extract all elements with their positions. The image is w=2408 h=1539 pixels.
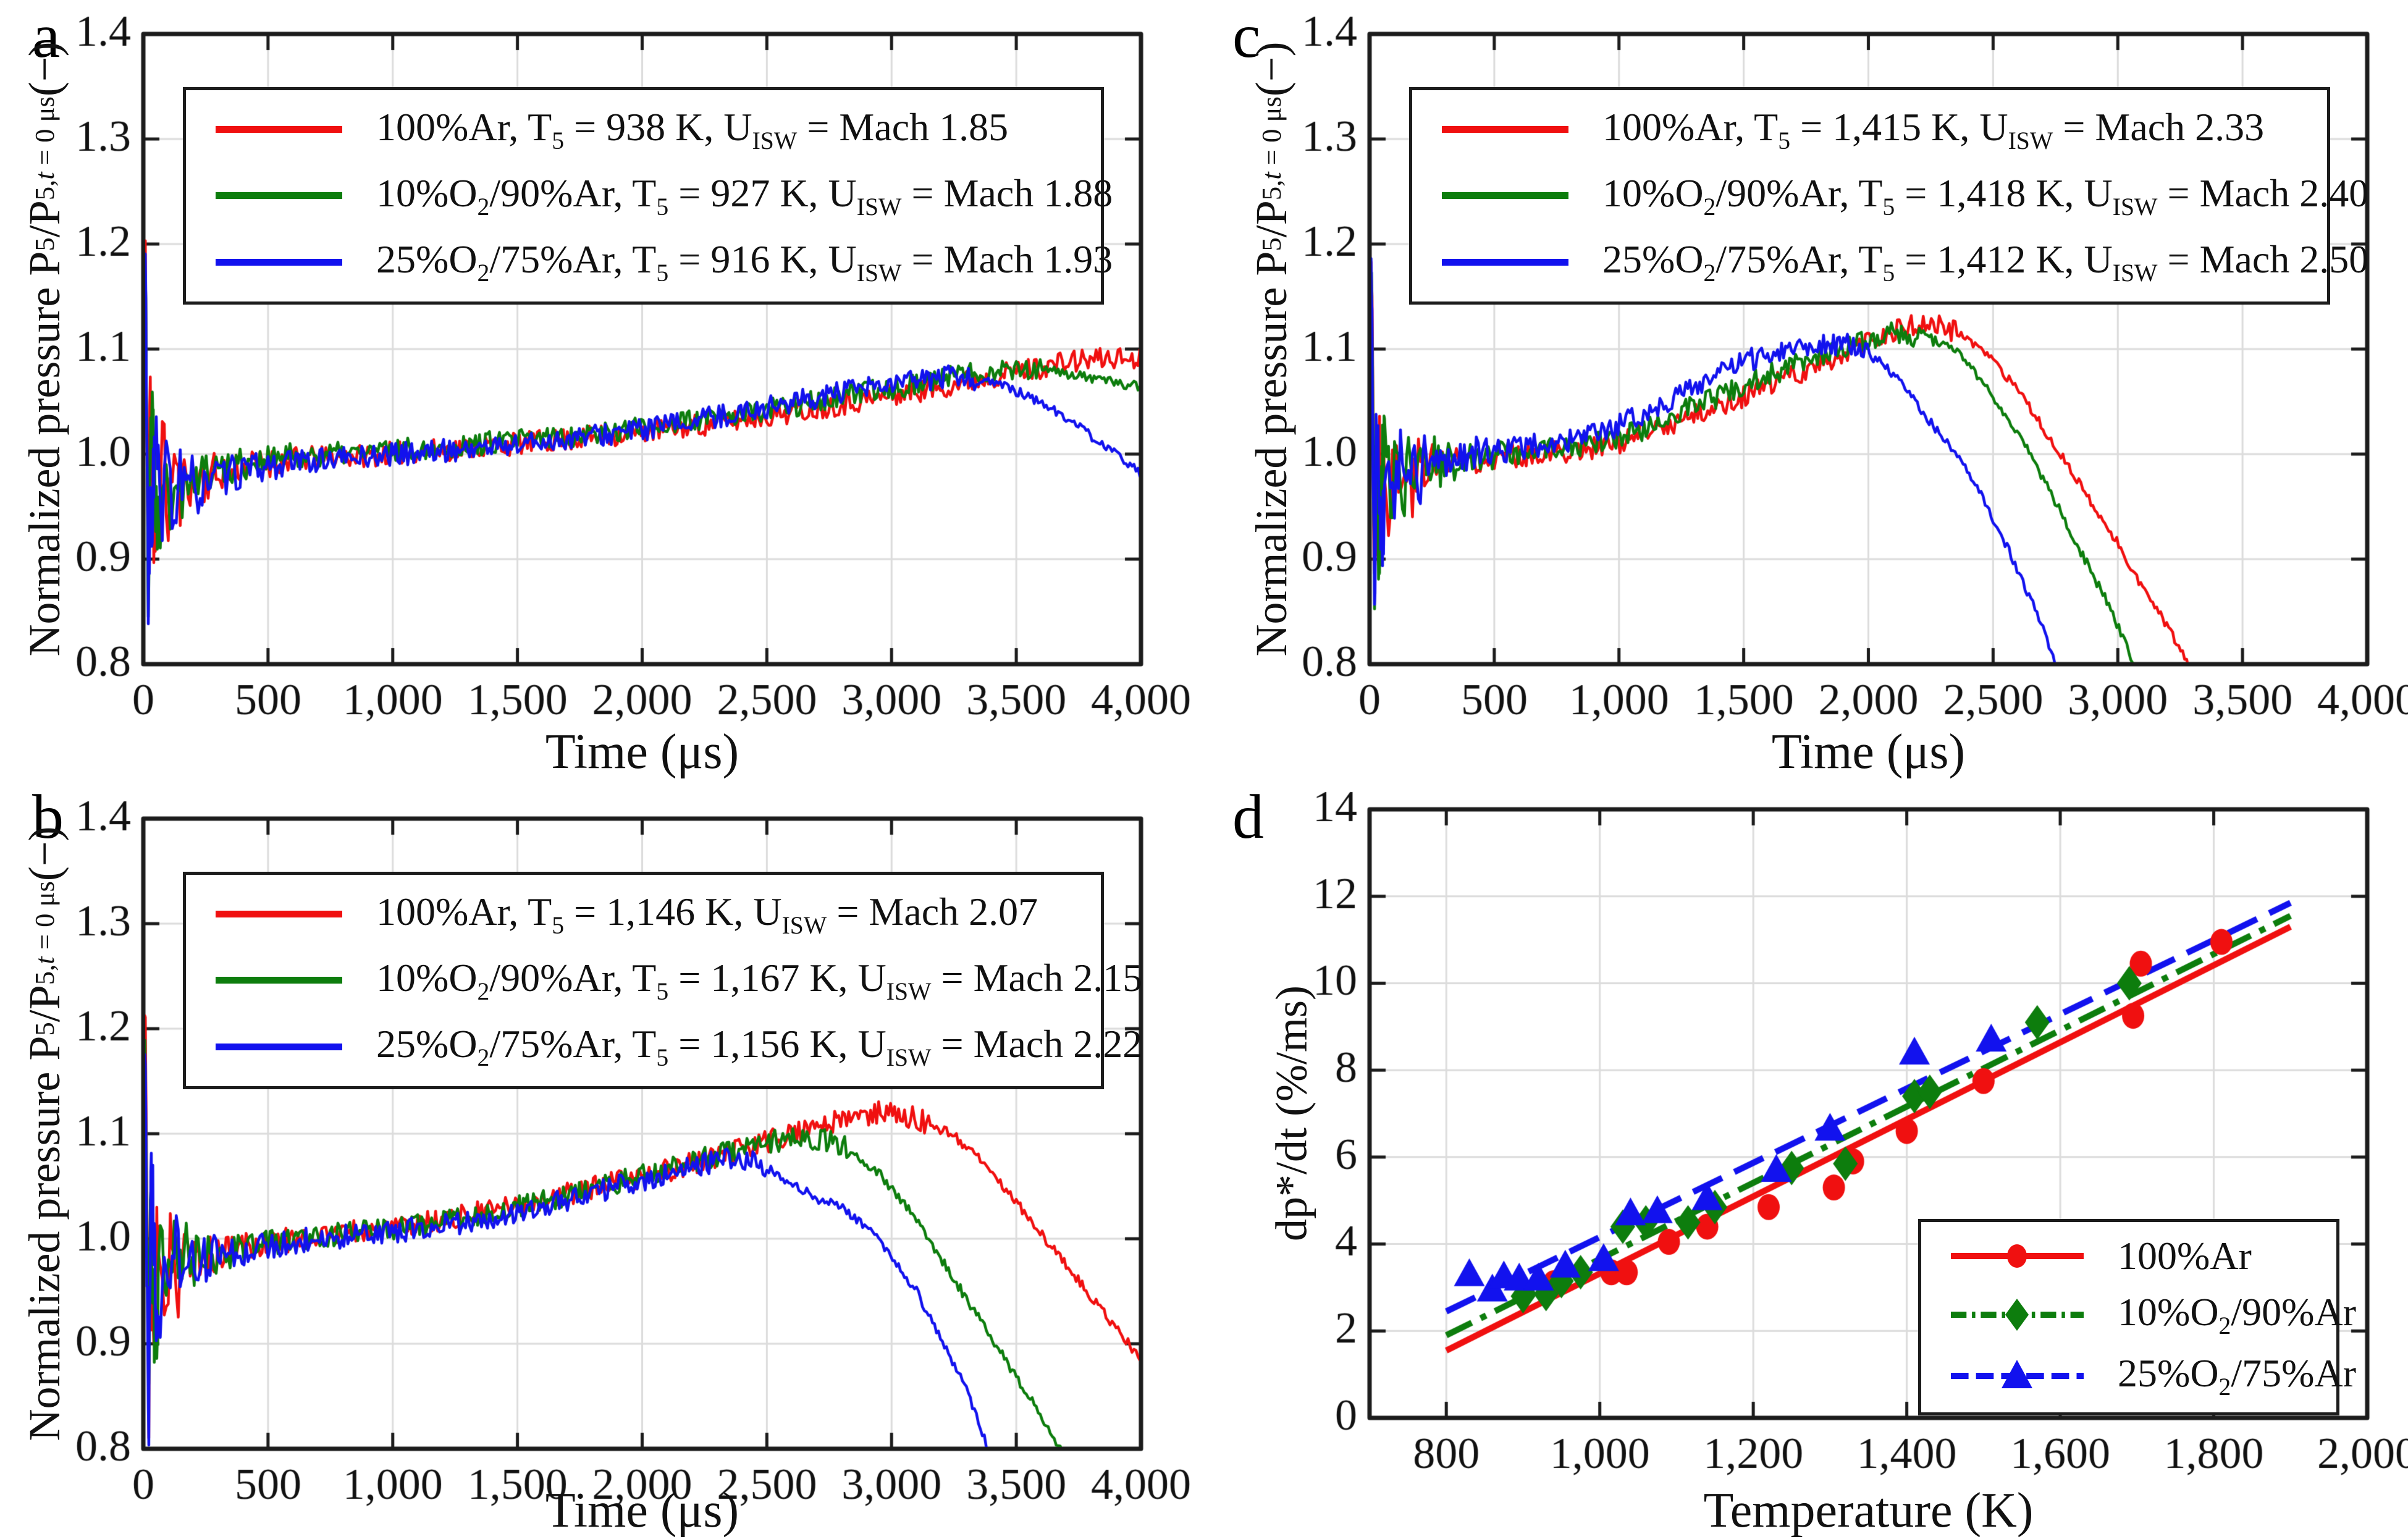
legend-label: 10%O2/90%Ar, T5 = 1,167 K, UISW = Mach 2… bbox=[376, 956, 1143, 1005]
legend-label: 100%Ar, T5 = 938 K, UISW = Mach 1.85 bbox=[376, 104, 1009, 154]
legend-entry: 10%O2/90%Ar bbox=[1921, 1289, 2356, 1340]
legend-label: 100%Ar bbox=[2118, 1234, 2252, 1278]
panel-letter-d: d bbox=[1232, 782, 1264, 852]
legend-label: 25%O2/75%Ar, T5 = 1,156 K, UISW = Mach 2… bbox=[376, 1022, 1143, 1072]
legend-label: 25%O2/75%Ar, T5 = 1,412 K, UISW = Mach 2… bbox=[1602, 237, 2369, 287]
legend-entry: 100%Ar, T5 = 1,415 K, UISW = Mach 2.33 bbox=[1412, 104, 2327, 155]
ylabel-c: Normalized pressure P 5/P 5,t = 0 μs (−) bbox=[1246, 41, 1296, 657]
legend-line-marker bbox=[1442, 126, 1568, 133]
legend-diamond-marker bbox=[1951, 1299, 2084, 1331]
legend-label: 10%O2/90%Ar, T5 = 1,418 K, UISW = Mach 2… bbox=[1602, 171, 2369, 221]
legend-triangle-marker bbox=[1951, 1359, 2084, 1388]
legend-entry: 100%Ar bbox=[1921, 1233, 2336, 1279]
ylabel-b: Normalized pressure P 5/P 5,t = 0 μs (−) bbox=[19, 826, 69, 1441]
legend-entry: 100%Ar, T5 = 1,146 K, UISW = Mach 2.07 bbox=[186, 889, 1101, 940]
legend-label: 25%O2/75%Ar, T5 = 916 K, UISW = Mach 1.9… bbox=[376, 237, 1113, 287]
legend-line-marker bbox=[1442, 258, 1568, 266]
legend-label: 25%O2/75%Ar bbox=[2118, 1351, 2356, 1401]
legend-entry: 25%O2/75%Ar, T5 = 1,412 K, UISW = Mach 2… bbox=[1412, 237, 2368, 287]
legend-line-marker bbox=[1442, 192, 1568, 200]
ylabel-d: dp*/dt (%/ms) bbox=[1266, 985, 1316, 1241]
legend-entry: 10%O2/90%Ar, T5 = 1,167 K, UISW = Mach 2… bbox=[186, 955, 1142, 1006]
legend-line-marker bbox=[216, 977, 342, 984]
xlabel-c: Time (μs) bbox=[1771, 725, 1966, 779]
legend-entry: 25%O2/75%Ar, T5 = 916 K, UISW = Mach 1.9… bbox=[186, 237, 1113, 287]
legend-label: 100%Ar, T5 = 1,146 K, UISW = Mach 2.07 bbox=[376, 889, 1038, 939]
legend-label: 100%Ar, T5 = 1,415 K, UISW = Mach 2.33 bbox=[1602, 104, 2265, 154]
legend-label: 10%O2/90%Ar bbox=[2118, 1290, 2356, 1339]
legend-entry: 10%O2/90%Ar, T5 = 927 K, UISW = Mach 1.8… bbox=[186, 171, 1113, 221]
legend-panel-b: 100%Ar, T5 = 1,146 K, UISW = Mach 2.07 10… bbox=[183, 872, 1142, 1089]
xlabel-d: Temperature (K) bbox=[1703, 1483, 2034, 1538]
legend-entry: 10%O2/90%Ar, T5 = 1,418 K, UISW = Mach 2… bbox=[1412, 171, 2368, 221]
legend-entry: 25%O2/75%Ar, T5 = 1,156 K, UISW = Mach 2… bbox=[186, 1021, 1142, 1072]
panel-letter-b: b bbox=[32, 782, 64, 852]
legend-entry: 25%O2/75%Ar bbox=[1921, 1351, 2356, 1401]
legend-panel-d: 100%Ar 10%O2/90%Ar 25%O2/75%Ar bbox=[1918, 1219, 2356, 1415]
legend-panel-c: 100%Ar, T5 = 1,415 K, UISW = Mach 2.33 10… bbox=[1409, 87, 2368, 305]
legend-line-marker bbox=[216, 258, 342, 266]
legend-label: 10%O2/90%Ar, T5 = 927 K, UISW = Mach 1.8… bbox=[376, 171, 1113, 221]
legend-line-marker bbox=[216, 911, 342, 918]
legend-line-marker bbox=[216, 126, 342, 133]
xlabel-a: Time (μs) bbox=[545, 725, 739, 779]
panel-letter-c: c bbox=[1232, 1, 1261, 71]
legend-line-marker bbox=[216, 192, 342, 200]
xlabel-b: Time (μs) bbox=[545, 1483, 739, 1538]
legend-line-marker bbox=[216, 1043, 342, 1050]
ylabel-a: Normalized pressure P 5/P 5,t = 0 μs (−) bbox=[19, 41, 69, 657]
legend-circle-marker bbox=[1951, 1244, 2084, 1268]
panel-letter-a: a bbox=[32, 1, 61, 71]
legend-panel-a: 100%Ar, T5 = 938 K, UISW = Mach 1.85 10%O… bbox=[183, 87, 1113, 305]
legend-entry: 100%Ar, T5 = 938 K, UISW = Mach 1.85 bbox=[186, 104, 1101, 155]
